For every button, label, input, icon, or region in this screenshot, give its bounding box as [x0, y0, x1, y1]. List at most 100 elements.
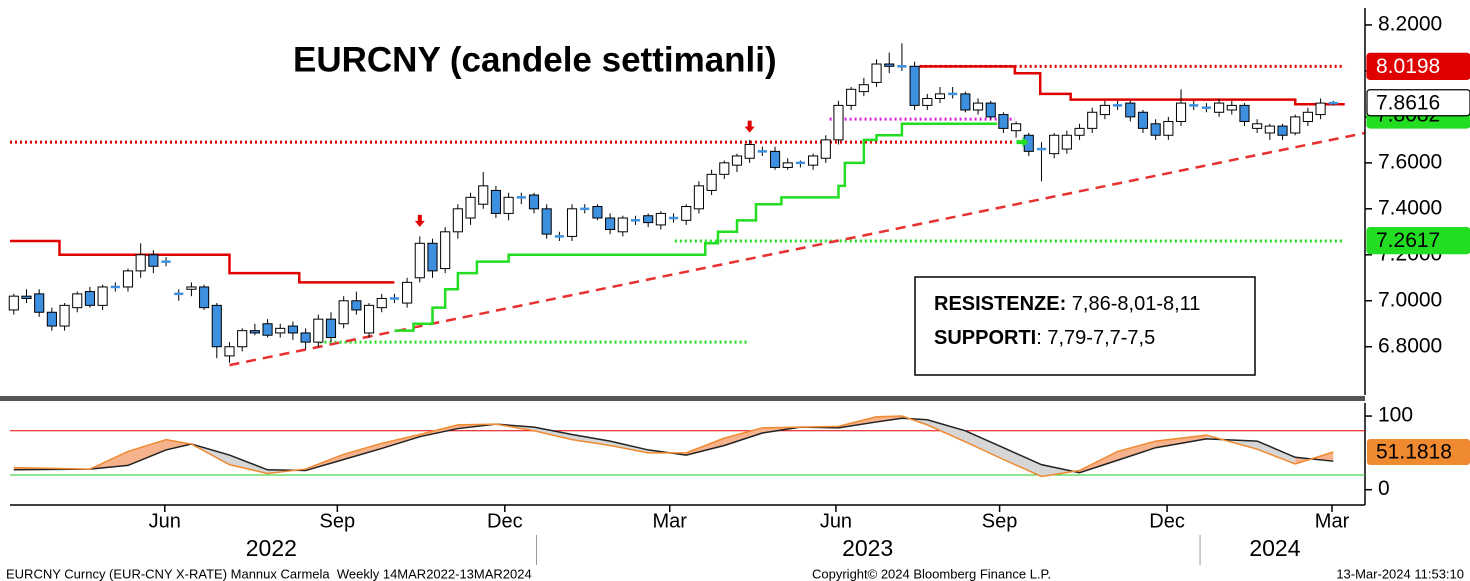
candle-body	[1099, 104, 1110, 116]
candle-body	[1315, 102, 1326, 116]
candle-body	[199, 286, 210, 309]
oscillator-fill	[927, 419, 966, 442]
candle-body	[1163, 120, 1174, 136]
candle-body	[249, 330, 260, 334]
candle-body	[402, 281, 413, 304]
annotation-text: 7,86-8,01-8,11	[1066, 293, 1200, 315]
footer-center: Copyright© 2024 Bloomberg Finance L.P.	[812, 566, 1051, 581]
candle-body	[592, 206, 603, 219]
oscillator-fill	[343, 443, 382, 460]
candle-body	[998, 114, 1009, 129]
oscillator-tick-label: 100	[1378, 404, 1413, 427]
oscillator-fill	[965, 430, 1004, 460]
candle-body	[909, 65, 920, 106]
oscillator-tag-label: 51.1818	[1376, 441, 1452, 464]
candle-body	[363, 304, 375, 334]
oscillator-fill	[1117, 441, 1156, 461]
price-tag	[1366, 89, 1470, 117]
y-tick-label: 8.2000	[1378, 12, 1442, 35]
y-tick-label: 7.0000	[1378, 288, 1442, 311]
oscillator-line	[13, 415, 1334, 478]
candle-body	[1074, 127, 1085, 136]
candle-body	[135, 254, 146, 272]
candle-body	[693, 185, 704, 210]
oscillator-fill	[166, 439, 192, 450]
candle-body	[237, 330, 248, 348]
oscillator-line	[13, 417, 1334, 474]
candle-body	[338, 300, 349, 325]
candle-body	[300, 332, 311, 343]
candle-body	[643, 215, 654, 224]
candle-body	[376, 297, 387, 309]
candle-body	[211, 304, 222, 348]
candle-body	[858, 84, 869, 93]
candle-body	[148, 254, 159, 267]
candle-body	[960, 93, 971, 111]
candle-body	[884, 63, 895, 67]
x-tick-label: Sep	[982, 510, 1018, 532]
footer-left: EURCNY Curncy (EUR-CNY X-RATE) Mannux Ca…	[6, 566, 532, 581]
oscillator-fill	[533, 427, 573, 440]
candle-body	[465, 196, 476, 219]
candle-body	[985, 102, 996, 118]
price-layer	[8, 43, 1366, 367]
candle-body	[1087, 111, 1098, 129]
price-tag-label: 8.0198	[1376, 55, 1440, 78]
candle-body	[1061, 134, 1072, 150]
price-tag-label: 7.8616	[1376, 91, 1440, 114]
y-tick-label: 6.8000	[1378, 334, 1442, 357]
x-tick-label: Jun	[149, 510, 181, 532]
candle-body	[1150, 123, 1161, 136]
signal-arrow	[744, 120, 755, 133]
candle-body	[922, 97, 933, 106]
candle-body	[706, 173, 717, 191]
candle-body	[351, 300, 362, 311]
price-tag	[1366, 52, 1470, 80]
candle-body	[871, 63, 882, 83]
oscillator-fill	[1257, 441, 1296, 464]
candle-body	[1277, 125, 1288, 136]
x-tick-label: Sep	[320, 510, 356, 532]
x-tick-label: Dec	[487, 510, 523, 532]
candle-body	[313, 318, 324, 343]
candle-body	[224, 346, 235, 357]
candle-body	[503, 196, 514, 214]
year-label: 2022	[246, 535, 297, 561]
candle-body	[8, 295, 19, 311]
candle-body	[262, 323, 273, 336]
candle-body	[605, 217, 616, 231]
annotation-box	[914, 276, 1256, 376]
annotation-line: RESISTENZE: 7,86-8,01-8,11	[934, 293, 1200, 315]
price-tag	[1366, 227, 1470, 255]
oscillator-fill	[1041, 464, 1080, 477]
signal-arrow	[1016, 137, 1029, 148]
annotation-label: RESISTENZE:	[934, 293, 1066, 315]
oscillator-fill	[1003, 447, 1042, 477]
candle-body	[833, 104, 844, 141]
oscillator-tick-label: 0	[1378, 477, 1390, 500]
candle-body	[566, 208, 578, 237]
candle-body	[1049, 134, 1060, 155]
candle-body	[808, 155, 819, 166]
candle-body	[782, 162, 793, 168]
candle-body	[731, 155, 743, 166]
candle-body	[1252, 123, 1263, 129]
trend-line	[229, 131, 1366, 367]
candle-body	[681, 206, 692, 221]
annotation-label: SUPPORTI	[934, 327, 1036, 349]
candle-body	[1011, 123, 1022, 132]
oscillator-fill	[724, 427, 763, 446]
candle-body	[275, 327, 286, 334]
candle-body	[21, 295, 32, 299]
y-tick-label: 7.6000	[1378, 150, 1442, 173]
candle-body	[655, 212, 666, 226]
candle-body	[934, 93, 946, 99]
oscillator-fill	[572, 434, 611, 446]
candle-body	[325, 318, 337, 339]
candle-body	[769, 150, 781, 168]
candle-body	[34, 293, 45, 313]
candle-body	[1175, 102, 1187, 122]
candle-body	[820, 139, 831, 159]
candle-body	[1264, 125, 1275, 134]
